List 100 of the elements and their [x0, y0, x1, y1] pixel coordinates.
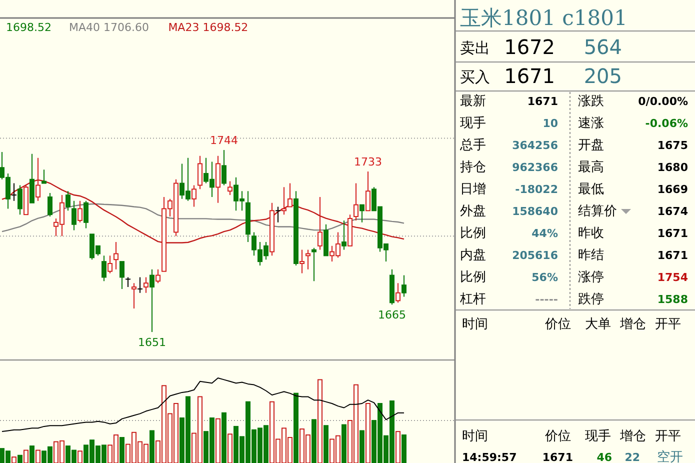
candlestick: [114, 241, 118, 270]
candlestick: [288, 182, 292, 208]
text: MA23 1698.52: [168, 21, 248, 34]
candlestick: [282, 186, 286, 216]
candlestick: [300, 249, 304, 274]
candlestick: [18, 184, 22, 216]
candlestick: [312, 247, 316, 282]
bar: [150, 430, 154, 463]
text: 1671: [527, 95, 558, 108]
text: 杠杆: [459, 292, 486, 307]
text: 158640: [512, 205, 558, 218]
candlestick: [156, 268, 160, 284]
candlestick: [48, 192, 52, 218]
candlestick: [108, 255, 112, 274]
bar: [360, 430, 364, 463]
text: 现手: [460, 116, 486, 131]
text: 外盘: [460, 204, 486, 219]
text: 大单: [585, 317, 611, 332]
text: 22: [624, 451, 640, 463]
text: 10: [542, 117, 558, 130]
text: 1671: [542, 451, 573, 463]
text: -----: [535, 293, 558, 306]
text: 1671: [657, 249, 688, 262]
text: 现手: [585, 429, 611, 444]
text: 1672: [504, 35, 555, 59]
candlestick: [198, 155, 202, 190]
bar: [318, 379, 322, 463]
text: 持仓: [460, 160, 486, 175]
candlestick: [318, 196, 322, 250]
text: 44%: [532, 227, 558, 240]
bar: [402, 434, 406, 463]
candlestick: [402, 274, 406, 298]
text: 增仓: [619, 317, 646, 332]
candlestick: [228, 180, 232, 196]
candlestick: [192, 184, 196, 208]
candlestick: [78, 200, 82, 223]
bar: [342, 424, 346, 463]
bar: [120, 437, 124, 463]
text: 14:59:57: [462, 451, 517, 463]
text: 46: [596, 451, 612, 463]
bar: [396, 431, 400, 463]
text: 开平: [655, 429, 681, 444]
candlestick: [150, 268, 154, 332]
bar: [228, 434, 232, 463]
text: 卖出: [460, 39, 490, 57]
text: 价位: [544, 429, 571, 444]
bar: [222, 412, 226, 463]
candlestick: [360, 204, 364, 223]
text: 开盘: [578, 138, 604, 153]
text: 内盘: [460, 248, 486, 263]
text: 时间: [462, 429, 488, 444]
text: 56%: [532, 271, 558, 284]
text: 1674: [657, 205, 688, 218]
text: 564: [584, 35, 622, 59]
text: 1671: [504, 64, 555, 88]
text: 总手: [459, 138, 486, 153]
text: 1675: [657, 139, 688, 152]
bar: [12, 456, 16, 463]
candlestick: [84, 200, 88, 229]
text: 0/0.00%: [638, 95, 688, 108]
candlestick: [137, 276, 143, 294]
text: 最低: [578, 182, 604, 197]
text: 跌停: [578, 292, 604, 307]
text: 昨结: [578, 248, 604, 263]
candlestick: [222, 150, 226, 186]
candlestick: [216, 155, 220, 204]
text: 1669: [657, 183, 688, 196]
text: 最高: [578, 159, 604, 175]
text: 1588: [657, 293, 688, 306]
text: 比例: [460, 270, 486, 285]
bar: [366, 403, 370, 463]
text: 空开: [657, 450, 683, 463]
candlestick: [125, 276, 131, 288]
candlestick: [366, 171, 370, 212]
text: 开平: [655, 317, 681, 332]
text: 买入: [460, 68, 490, 86]
text: 1754: [657, 271, 688, 284]
text: 364256: [512, 139, 558, 152]
text: 增仓: [619, 429, 646, 444]
bar: [30, 446, 34, 463]
text: 涨跌: [578, 94, 604, 109]
bar: [78, 450, 82, 463]
candlestick: [66, 190, 70, 212]
candlestick: [120, 261, 124, 290]
text: 价位: [544, 317, 571, 332]
text: 比例: [460, 226, 486, 241]
candlestick: [396, 282, 400, 304]
bar: [312, 419, 316, 463]
candlestick: [275, 206, 281, 223]
text: 205: [584, 64, 622, 88]
text: 1698.52: [6, 21, 52, 34]
text: 速涨: [578, 116, 604, 131]
candlestick: [42, 169, 46, 184]
bar: [216, 418, 220, 463]
text: 205616: [512, 249, 558, 262]
candlestick: [342, 220, 346, 250]
candlestick: [30, 153, 34, 204]
bar: [324, 425, 328, 463]
text: 涨停: [578, 270, 604, 285]
bar: [294, 392, 298, 463]
